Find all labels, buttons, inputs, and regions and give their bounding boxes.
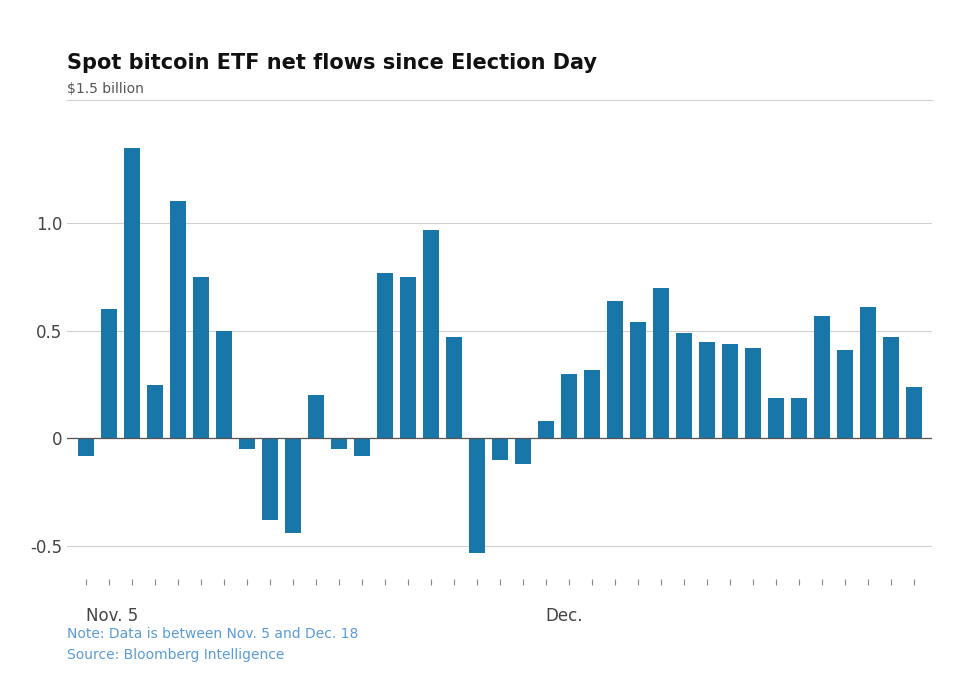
Bar [423, 229, 439, 438]
Bar [170, 201, 185, 438]
Bar [745, 348, 761, 438]
Text: Note: Data is between Nov. 5 and Dec. 18: Note: Data is between Nov. 5 and Dec. 18 [67, 627, 358, 641]
Bar [147, 385, 162, 438]
Bar [308, 395, 324, 438]
Bar [124, 148, 139, 438]
Text: Dec.: Dec. [546, 607, 583, 625]
Bar [722, 344, 738, 438]
Bar [215, 331, 232, 438]
Bar [699, 342, 715, 438]
Bar [492, 438, 507, 460]
Bar [238, 438, 255, 450]
Bar [331, 438, 347, 450]
Text: Source: Bloomberg Intelligence: Source: Bloomberg Intelligence [67, 648, 284, 661]
Bar [814, 316, 829, 438]
Bar [261, 438, 278, 521]
Text: Nov. 5: Nov. 5 [86, 607, 138, 625]
Bar [676, 333, 692, 438]
Bar [583, 369, 600, 438]
Bar [860, 307, 875, 438]
Bar [400, 277, 416, 438]
Bar [653, 288, 669, 438]
Bar [905, 387, 922, 438]
Bar [78, 438, 94, 456]
Bar [515, 438, 530, 464]
Bar [354, 438, 370, 456]
Bar [446, 337, 462, 438]
Bar [192, 277, 209, 438]
Bar [101, 309, 116, 438]
Bar [537, 421, 554, 438]
Bar [837, 350, 852, 438]
Bar [768, 397, 784, 438]
Text: Spot bitcoin ETF net flows since Election Day: Spot bitcoin ETF net flows since Electio… [67, 53, 598, 73]
Bar [469, 438, 484, 553]
Bar [377, 273, 393, 438]
Bar [560, 374, 577, 438]
Bar [791, 397, 807, 438]
Bar [883, 337, 899, 438]
Bar [284, 438, 301, 533]
Bar [629, 322, 646, 438]
Text: $1.5 billion: $1.5 billion [67, 82, 144, 96]
Bar [606, 300, 623, 438]
